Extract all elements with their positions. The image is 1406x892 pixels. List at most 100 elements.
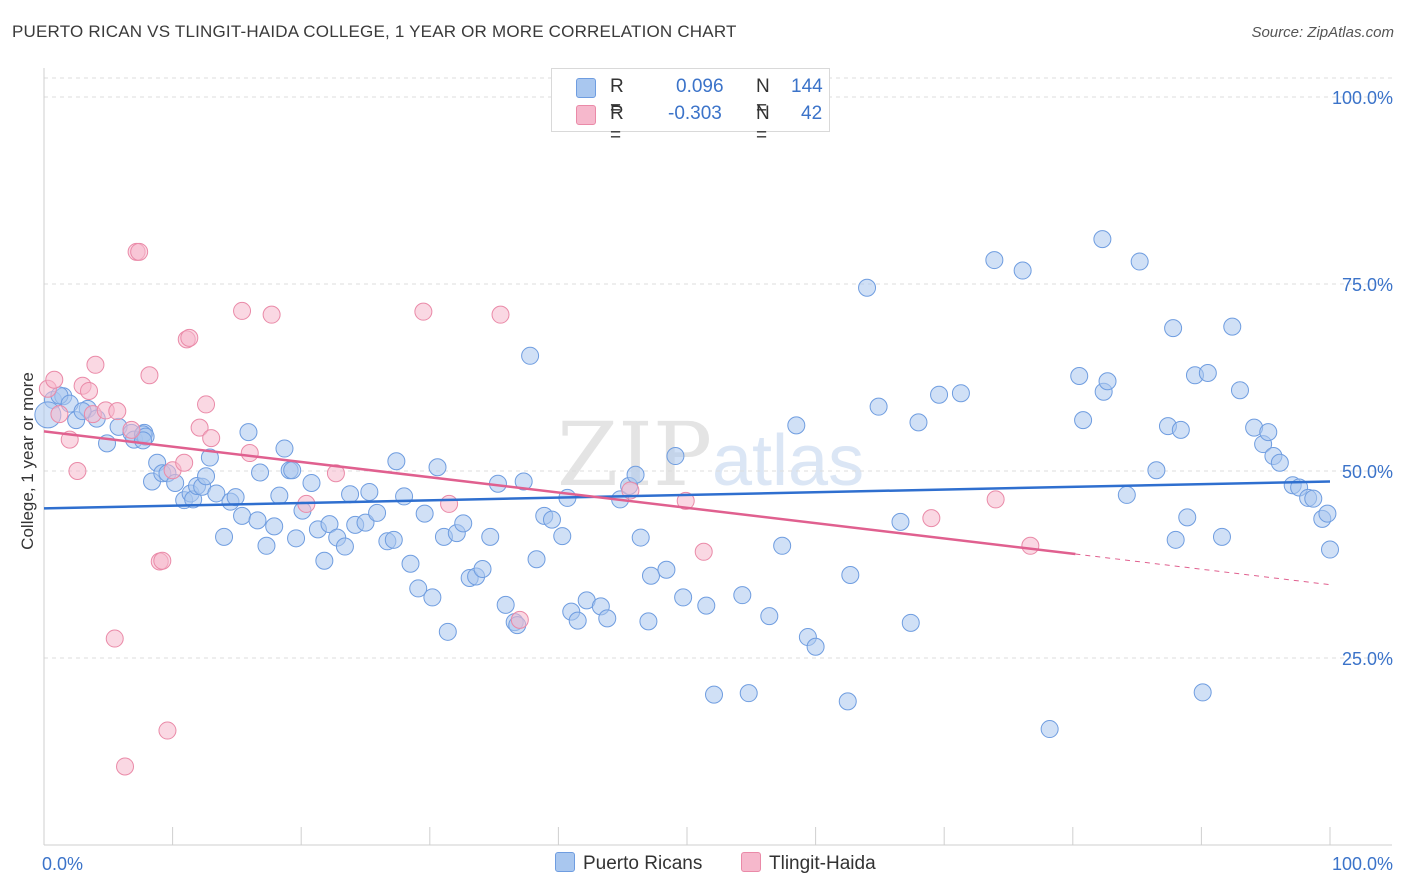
legend-swatch-pink [576,105,596,125]
point-tlingit-haida [233,301,252,320]
point-tlingit-haida [45,370,64,389]
point-tlingit-haida [108,402,127,421]
point-tlingit-haida [510,610,529,629]
point-puerto-rican [739,684,758,703]
point-puerto-rican [335,537,354,556]
point-puerto-rican [1093,230,1112,249]
point-tlingit-haida [922,509,941,528]
y-tick-label: 50.0% [1342,462,1393,482]
point-puerto-rican [773,536,792,555]
point-puerto-rican [1193,683,1212,702]
legend-n-label: N = [756,76,770,119]
trend-line-tlingit-haida [43,430,1076,556]
legend-r-value: -0.303 [668,103,722,124]
point-puerto-rican [787,416,806,435]
point-puerto-rican [806,637,825,656]
point-tlingit-haida [491,305,510,324]
point-puerto-rican [1212,527,1231,546]
legend-n-value: 42 [801,103,823,124]
point-tlingit-haida [68,462,87,480]
point-tlingit-haida [240,444,259,463]
chart-source: Source: ZipAtlas.com [1251,24,1394,41]
point-puerto-rican [481,527,500,546]
point-tlingit-haida [153,551,172,570]
point-puerto-rican [733,586,752,605]
point-puerto-rican [1070,367,1089,386]
point-puerto-rican [233,506,252,525]
point-tlingit-haida [86,355,105,374]
point-puerto-rican [368,503,387,522]
point-tlingit-haida [80,381,99,400]
point-puerto-rican [1270,453,1289,472]
point-puerto-rican [239,423,258,442]
point-puerto-rican [674,588,693,607]
point-tlingit-haida [197,395,216,414]
point-puerto-rican [275,439,294,458]
point-tlingit-haida [180,328,199,347]
legend-n-value: 144 [791,76,823,97]
point-puerto-rican [423,588,442,607]
point-puerto-rican [553,527,572,546]
point-puerto-rican [841,565,860,584]
point-puerto-rican [542,510,561,529]
chart-title: PUERTO RICAN VS TLINGIT-HAIDA COLLEGE, 1… [12,22,737,41]
point-puerto-rican [287,529,306,548]
point-puerto-rican [858,278,877,297]
point-tlingit-haida [202,429,221,448]
point-puerto-rican [496,595,515,614]
point-puerto-rican [1259,423,1278,442]
point-puerto-rican [521,346,540,365]
point-puerto-rican [207,484,226,503]
point-tlingit-haida [158,721,177,740]
y-tick-label: 25.0% [1342,649,1393,669]
point-puerto-rican [1164,319,1183,338]
trend-line-puerto-ricans [43,480,1331,510]
point-tlingit-haida [262,305,281,324]
legend-r-label: R = [610,76,624,119]
x-tick-label: 100.0% [1332,854,1393,874]
legend-r-value: 0.096 [676,76,724,97]
bottom-legend-tlingit-haida: Tlingit-Haida [741,852,876,875]
x-tick-label: 0.0% [42,854,83,874]
point-puerto-rican [251,463,270,482]
point-puerto-rican [901,613,920,632]
point-puerto-rican [641,566,660,585]
point-puerto-rican [473,559,492,578]
bottom-legend-label: Tlingit-Haida [769,853,876,874]
point-puerto-rican [1040,720,1059,739]
point-puerto-rican [302,473,321,492]
point-puerto-rican [666,447,685,466]
point-tlingit-haida [122,420,141,439]
point-tlingit-haida [326,464,345,483]
point-puerto-rican [356,513,375,532]
point-puerto-rican [527,550,546,569]
bottom-legend-swatch-blue [555,852,575,872]
y-tick-label: 100.0% [1332,88,1393,108]
point-puerto-rican [360,482,379,501]
watermark-atlas: atlas [712,421,864,501]
trend-line-tlingit-haida-extension [1075,553,1331,586]
point-puerto-rican [869,397,888,416]
point-puerto-rican [657,560,676,579]
point-tlingit-haida [621,481,640,500]
point-puerto-rican [568,611,587,630]
point-puerto-rican [760,607,779,626]
y-tick-label: 75.0% [1342,275,1393,295]
point-puerto-rican [320,515,339,534]
y-axis-label: College, 1 year or more [18,372,37,550]
point-puerto-rican [909,413,928,432]
point-puerto-rican [265,517,284,536]
legend-n-label: N = [756,103,770,146]
point-puerto-rican [1318,504,1337,523]
point-puerto-rican [1321,540,1339,559]
point-tlingit-haida [694,542,713,561]
point-puerto-rican [1166,530,1185,549]
point-puerto-rican [1198,364,1217,383]
point-tlingit-haida [105,629,124,648]
point-puerto-rican [951,384,970,403]
point-puerto-rican [514,472,533,491]
point-puerto-rican [985,251,1004,270]
point-puerto-rican [930,385,949,404]
stats-legend: R = 0.096 N = 144 R = -0.303 N = 42 [551,68,830,146]
